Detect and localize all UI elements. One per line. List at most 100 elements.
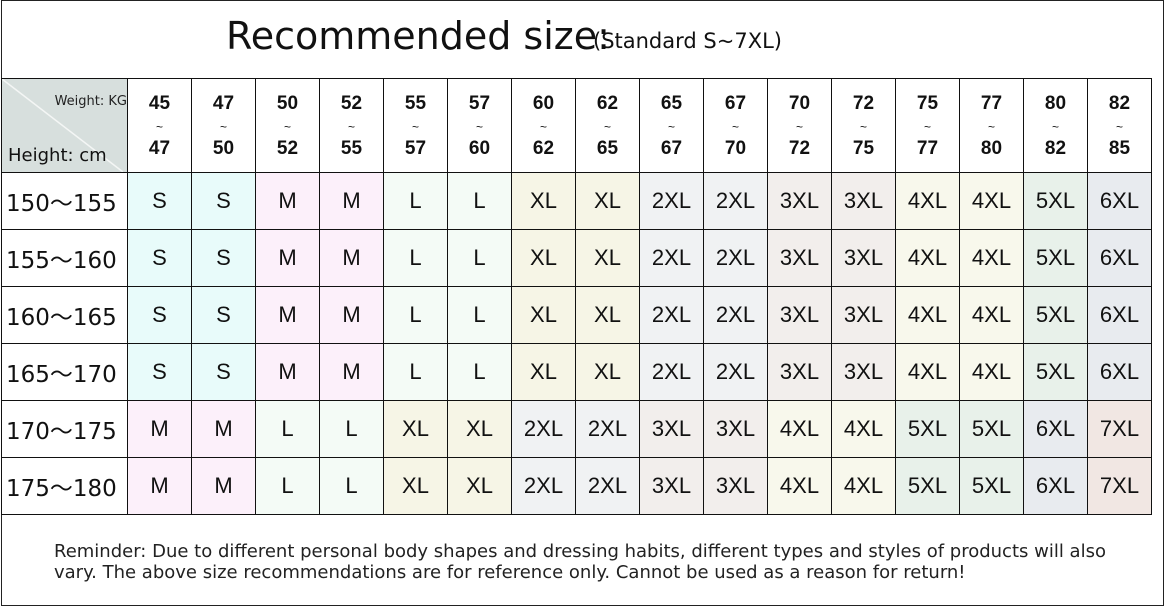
table-row: 160～165 S S M M L L XL XL 2XL 2XL 3XL 3XL 4XL 4XL 5XL 6X… xyxy=(1,286,1152,344)
size-cell: 3XL xyxy=(831,229,896,287)
size-cell: M xyxy=(127,457,192,515)
size-cell: 2XL xyxy=(639,229,704,287)
weight-axis-label: Weight: KG xyxy=(54,94,127,109)
size-cell: 2XL xyxy=(575,400,640,458)
size-cell: 2XL xyxy=(703,286,768,344)
weight-range-header: 62 ~65 xyxy=(575,78,640,173)
reminder-note: Reminder: Due to different personal body… xyxy=(54,541,1106,583)
size-cell: 4XL xyxy=(895,343,960,401)
size-cell: 4XL xyxy=(767,457,832,515)
weight-max: 57 xyxy=(404,137,427,159)
weight-min: 60 xyxy=(532,92,555,114)
size-cell: M xyxy=(191,457,256,515)
weight-max: 62 xyxy=(532,137,555,159)
size-cell: L xyxy=(383,286,448,344)
table-row: 175～180 M M L L XL XL 2XL 2XL 3XL 3XL 4XL 4XL 5XL 5XL 6… xyxy=(1,457,1152,515)
size-cell: L xyxy=(319,400,384,458)
size-cell: 6XL xyxy=(1087,229,1152,287)
size-cell: XL xyxy=(575,229,640,287)
range-separator: ~ xyxy=(219,119,227,134)
size-cell: 2XL xyxy=(703,343,768,401)
diagonal-divider xyxy=(2,79,123,172)
size-cell: 3XL xyxy=(831,172,896,230)
size-cell: L xyxy=(447,343,512,401)
size-cell: XL xyxy=(511,286,576,344)
size-cell: M xyxy=(255,172,320,230)
height-range: 155～160 xyxy=(1,229,128,287)
size-cell: L xyxy=(447,286,512,344)
weight-max: 82 xyxy=(1044,137,1067,159)
weight-range-header: 72 ~75 xyxy=(831,78,896,173)
size-cell: 5XL xyxy=(895,457,960,515)
weight-range-header: 65 ~67 xyxy=(639,78,704,173)
weight-min: 52 xyxy=(340,92,363,114)
size-cell: 3XL xyxy=(703,400,768,458)
weight-range-header: 47 ~50 xyxy=(191,78,256,173)
weight-range-header: 70 ~72 xyxy=(767,78,832,173)
weight-range-header: 57 ~60 xyxy=(447,78,512,173)
size-cell: XL xyxy=(383,457,448,515)
height-range: 150～155 xyxy=(1,172,128,230)
weight-max: 67 xyxy=(660,137,683,159)
size-cell: 7XL xyxy=(1087,400,1152,458)
size-cell: 5XL xyxy=(895,400,960,458)
size-cell: 4XL xyxy=(959,286,1024,344)
size-cell: 7XL xyxy=(1087,457,1152,515)
weight-range-header: 60 ~62 xyxy=(511,78,576,173)
weight-min: 72 xyxy=(852,92,875,114)
size-cell: L xyxy=(447,172,512,230)
weight-max: 85 xyxy=(1108,137,1131,159)
weight-min: 62 xyxy=(596,92,619,114)
size-cell: M xyxy=(319,286,384,344)
size-cell: S xyxy=(191,286,256,344)
weight-range-header: 75 ~77 xyxy=(895,78,960,173)
weight-min: 65 xyxy=(660,92,683,114)
weight-range-header: 52 ~55 xyxy=(319,78,384,173)
size-cell: 2XL xyxy=(639,343,704,401)
size-cell: 4XL xyxy=(959,172,1024,230)
size-cell: 3XL xyxy=(767,286,832,344)
weight-header-row: Weight: KG Height: cm 45 ~47 47 ~50 50 ~52 52 ~… xyxy=(1,78,1152,173)
size-cell: 3XL xyxy=(767,172,832,230)
size-cell: L xyxy=(383,229,448,287)
range-separator: ~ xyxy=(283,119,291,134)
size-table: Weight: KG Height: cm 45 ~47 47 ~50 50 ~52 52 ~… xyxy=(1,78,1152,515)
size-cell: XL xyxy=(575,343,640,401)
weight-min: 47 xyxy=(212,92,235,114)
table-row: 150～155 S S M M L L XL XL 2XL 2XL 3XL 3XL 4XL 4XL 5XL 6X… xyxy=(1,172,1152,230)
weight-max: 55 xyxy=(340,137,363,159)
size-cell: 4XL xyxy=(831,400,896,458)
weight-min: 75 xyxy=(916,92,939,114)
range-separator: ~ xyxy=(475,119,483,134)
weight-min: 82 xyxy=(1108,92,1131,114)
size-cell: 5XL xyxy=(1023,343,1088,401)
weight-max: 70 xyxy=(724,137,747,159)
size-cell: L xyxy=(255,400,320,458)
range-separator: ~ xyxy=(795,119,803,134)
size-cell: 2XL xyxy=(639,172,704,230)
size-cell: L xyxy=(383,172,448,230)
weight-max: 65 xyxy=(596,137,619,159)
size-cell: 6XL xyxy=(1023,400,1088,458)
size-cell: 6XL xyxy=(1087,286,1152,344)
range-separator: ~ xyxy=(987,119,995,134)
range-separator: ~ xyxy=(347,119,355,134)
table-row: 170～175 M M L L XL XL 2XL 2XL 3XL 3XL 4XL 4XL 5XL 5XL 6… xyxy=(1,400,1152,458)
size-cell: 6XL xyxy=(1087,343,1152,401)
size-cell: XL xyxy=(511,229,576,287)
size-cell: XL xyxy=(511,343,576,401)
size-cell: S xyxy=(127,172,192,230)
title-bar: Recommended size: (Standard S~7XL) xyxy=(0,0,1167,78)
size-cell: 5XL xyxy=(959,457,1024,515)
weight-max: 75 xyxy=(852,137,875,159)
size-cell: 5XL xyxy=(959,400,1024,458)
size-cell: M xyxy=(319,229,384,287)
size-cell: 2XL xyxy=(703,229,768,287)
height-range: 170～175 xyxy=(1,400,128,458)
size-cell: XL xyxy=(383,400,448,458)
range-separator: ~ xyxy=(923,119,931,134)
size-cell: XL xyxy=(575,172,640,230)
weight-min: 80 xyxy=(1044,92,1067,114)
size-cell: S xyxy=(127,229,192,287)
